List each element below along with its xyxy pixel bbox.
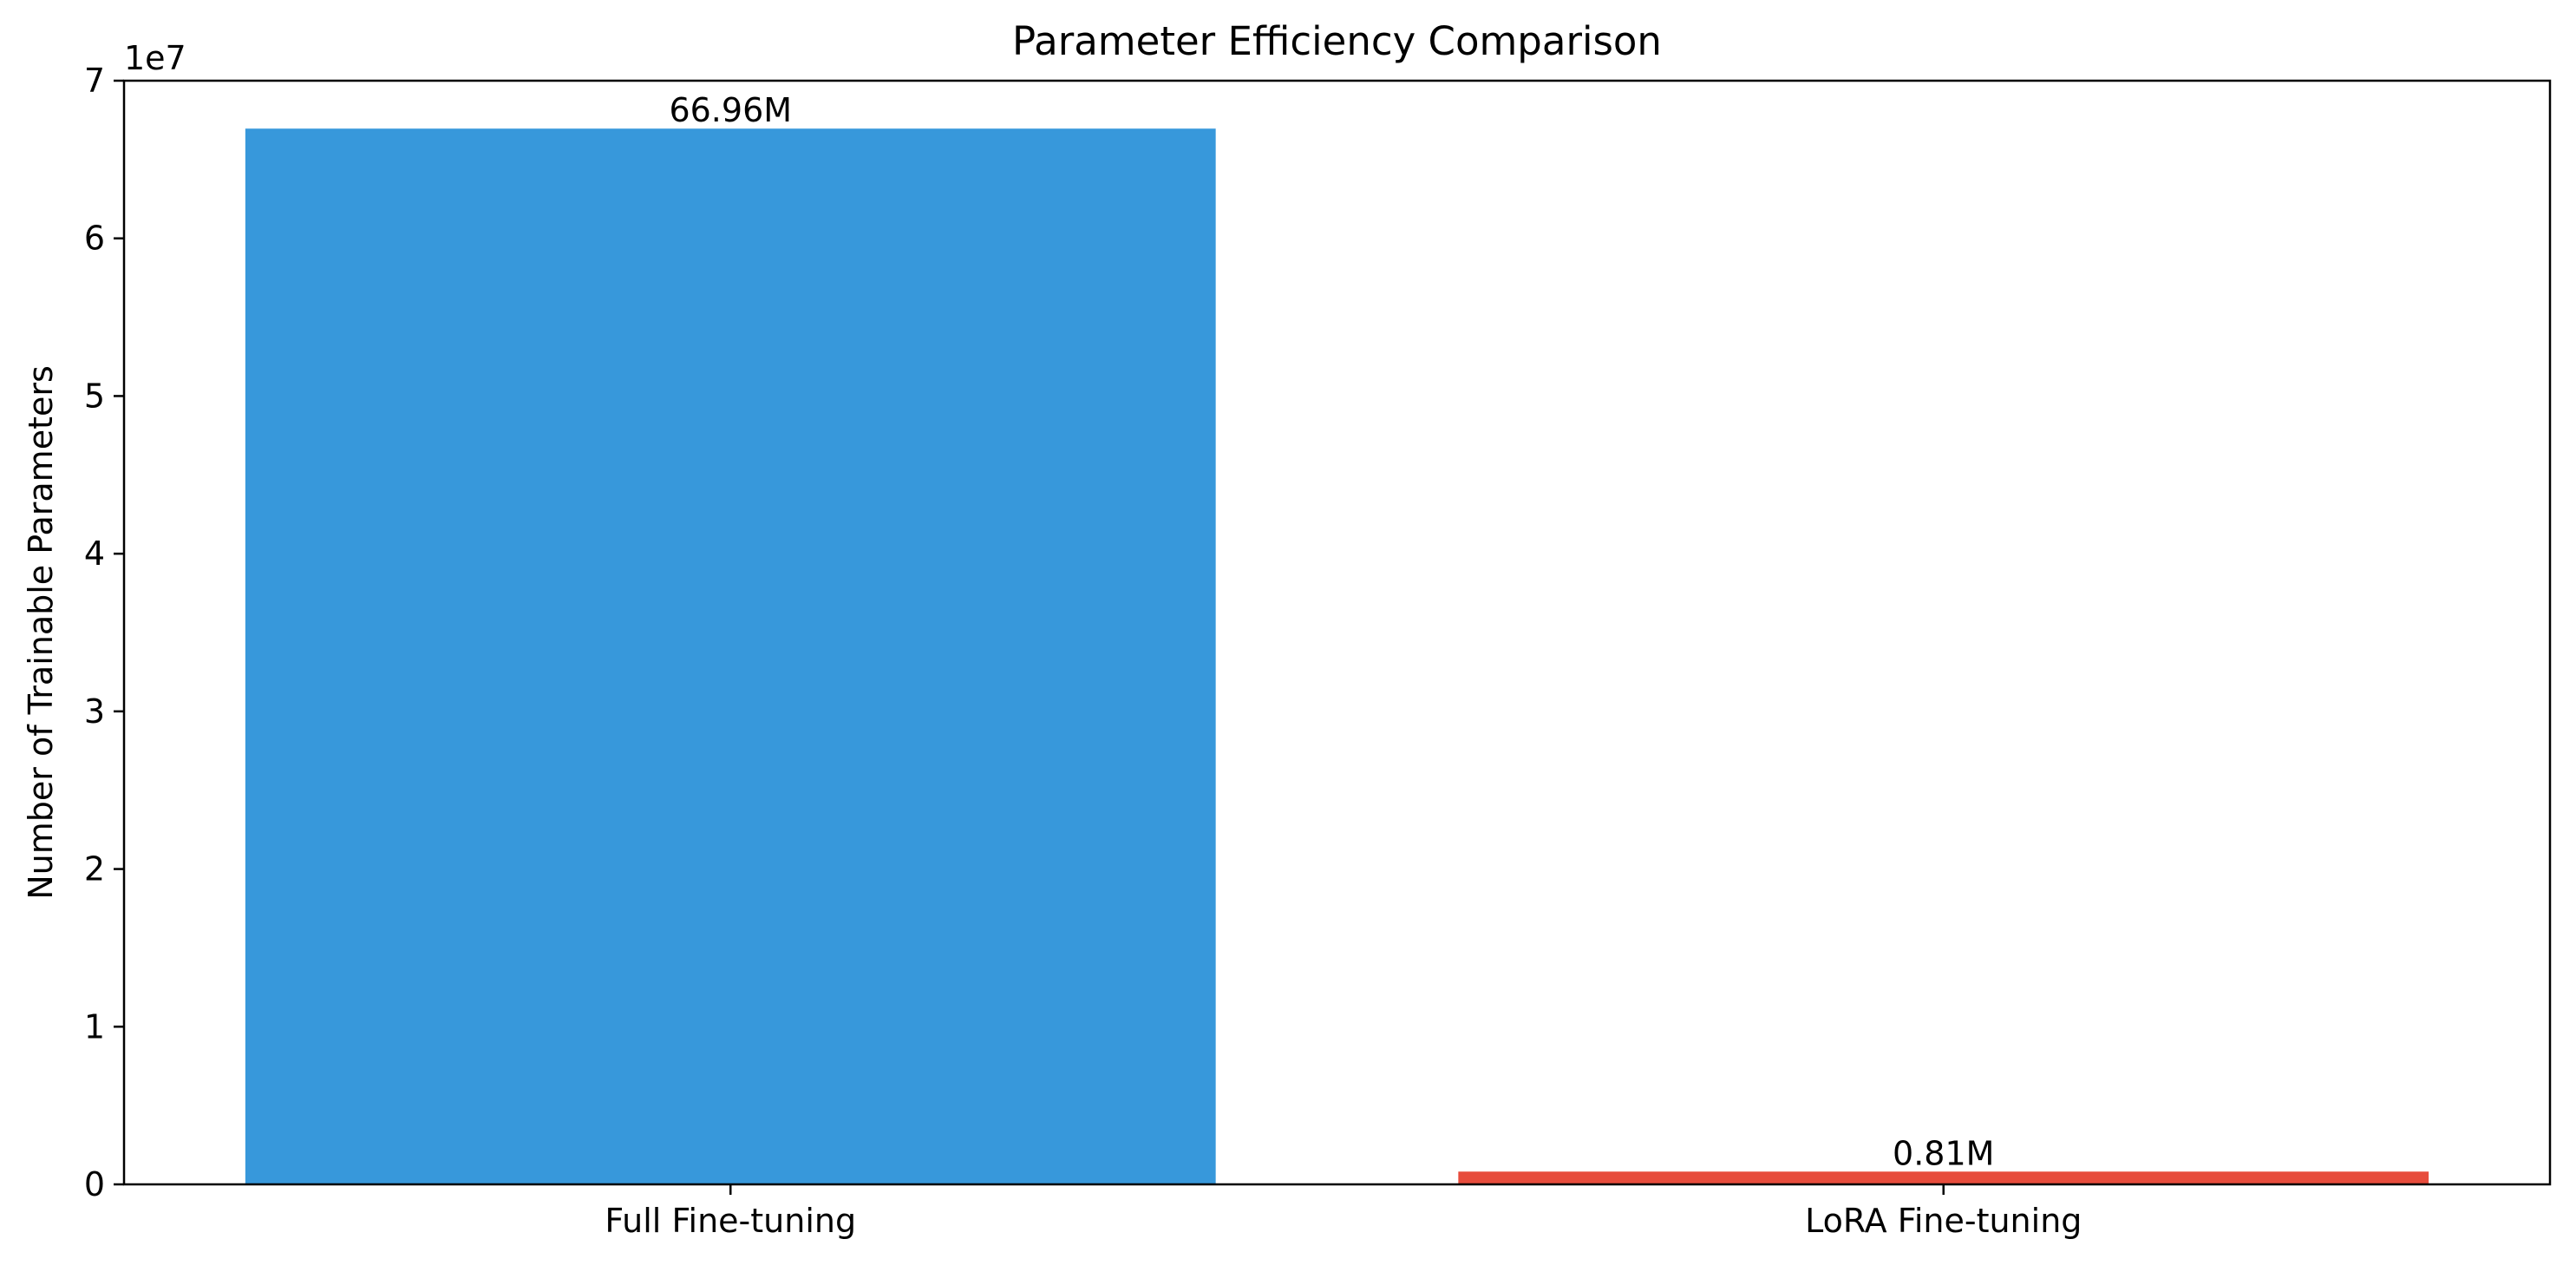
y-axis-ticks: 0 1 2 3 4 5 6 7 — [84, 62, 124, 1203]
y-tick-label: 4 — [84, 534, 105, 573]
y-axis-label: Number of Trainable Parameters — [22, 365, 60, 900]
y-tick-label: 7 — [84, 62, 105, 100]
y-tick-label: 5 — [84, 377, 105, 415]
bar-full-fine-tuning — [245, 128, 1216, 1184]
y-tick-label: 3 — [84, 692, 105, 731]
axes-frame — [122, 79, 2552, 1186]
bar-lora-fine-tuning — [1458, 1171, 2429, 1184]
y-tick-label: 0 — [84, 1165, 105, 1203]
bar-data-label: 0.81M — [1893, 1134, 1994, 1172]
x-tick-label: Full Fine-tuning — [605, 1202, 856, 1240]
x-tick-label: LoRA Fine-tuning — [1805, 1202, 2082, 1240]
plot-area: 66.96M 0.81M — [245, 91, 2429, 1184]
y-tick-label: 6 — [84, 220, 105, 258]
x-axis-ticks: Full Fine-tuning LoRA Fine-tuning — [605, 1184, 2082, 1240]
y-tick-label: 1 — [84, 1007, 105, 1046]
y-axis-offset-label: 1e7 — [124, 39, 186, 77]
y-tick-label: 2 — [84, 850, 105, 888]
chart-title: Parameter Efficiency Comparison — [1012, 18, 1662, 64]
bar-data-label: 66.96M — [669, 91, 792, 129]
